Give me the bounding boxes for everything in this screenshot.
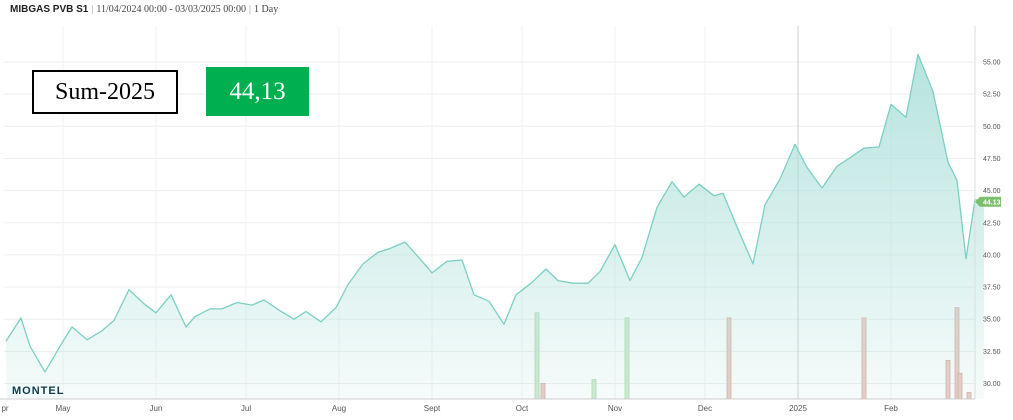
last-value-tag-text: 44.13 [983, 199, 1001, 206]
montel-logo: MONTEL [12, 385, 65, 397]
y-tick-label: 50.00 [983, 124, 1001, 131]
y-tick-label: 32.50 [983, 349, 1001, 356]
symbol-name: MIBGAS PVB S1 [10, 4, 89, 15]
y-tick-label: 47.50 [983, 156, 1001, 163]
y-tick-label: 40.00 [983, 252, 1001, 259]
y-axis: 30.00 32.50 35.00 37.50 40.00 42.50 45.00 47.50… [974, 26, 1001, 399]
y-tick-label: 45.00 [983, 188, 1001, 195]
last-value-tag-shape [975, 196, 1001, 207]
y-tick-label: 52.50 [983, 92, 1001, 99]
x-tick-label: 2025 [789, 404, 807, 413]
x-tick-label: Oct [516, 404, 529, 413]
x-tick-label: Sept [424, 404, 441, 413]
header-separator: | [91, 4, 94, 15]
price-area [5, 53, 985, 400]
chart-header: MIBGAS PVB S1 | 11/04/2024 00:00 - 03/03/2… [10, 4, 278, 15]
y-tick-label: 37.50 [983, 285, 1001, 292]
x-tick-label: Jul [241, 404, 251, 413]
y-tick-label: 55.00 [983, 60, 1001, 67]
current-value-text: 44,13 [229, 77, 286, 105]
x-tick-label: Dec [698, 404, 712, 413]
product-label: Sum-2025 [32, 70, 178, 114]
x-axis: pr May Jun Jul Aug Sept Oct Nov Dec 2025 Feb [0, 398, 975, 413]
x-tick-label: Jun [150, 404, 163, 413]
x-tick-label: pr [1, 404, 8, 413]
x-tick-label: Feb [884, 404, 898, 413]
y-tick-label: 30.00 [983, 381, 1001, 388]
header-separator: | [249, 4, 252, 15]
last-value-tag: 44.13 [975, 196, 1001, 207]
x-tick-label: Aug [332, 404, 346, 413]
y-tick-label: 42.50 [983, 220, 1001, 227]
product-label-text: Sum-2025 [54, 78, 155, 105]
x-tick-label: May [55, 404, 70, 413]
interval: 1 Day [254, 4, 279, 15]
date-range: 11/04/2024 00:00 - 03/03/2025 00:00 [96, 4, 247, 15]
price-line [5, 53, 985, 373]
current-value-badge: 44,13 [206, 67, 309, 116]
y-tick-label: 35.00 [983, 317, 1001, 324]
x-tick-label: Nov [608, 404, 622, 413]
price-area-fill [6, 54, 984, 400]
